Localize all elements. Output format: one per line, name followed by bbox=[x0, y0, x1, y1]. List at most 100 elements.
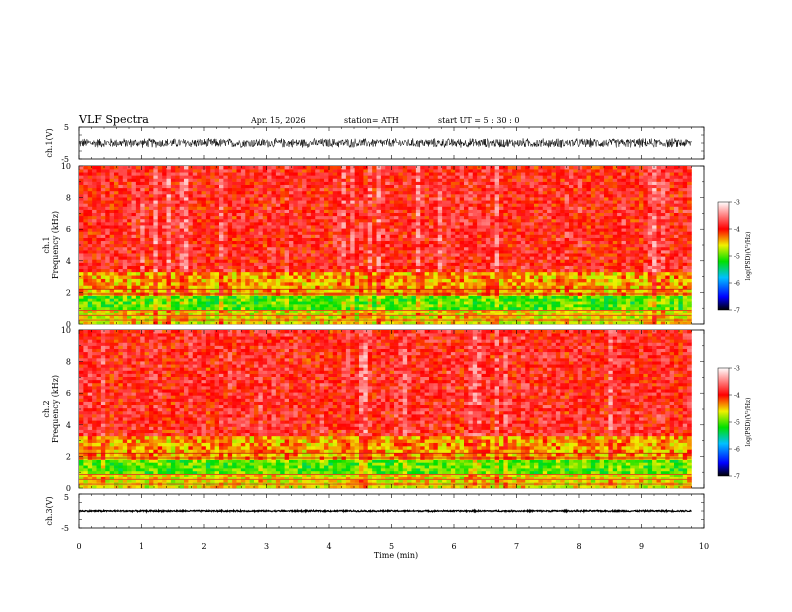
spectrogram-cell bbox=[289, 265, 294, 270]
spectrogram-cell bbox=[604, 231, 609, 235]
spectrogram-cell bbox=[149, 259, 154, 263]
spectrogram-cell bbox=[630, 243, 635, 248]
spectrogram-cell bbox=[188, 222, 194, 226]
spectrogram-cell bbox=[350, 256, 355, 260]
spectrogram-cell bbox=[595, 312, 600, 316]
spectrogram-cell bbox=[604, 237, 609, 242]
spectrogram-cell bbox=[372, 282, 377, 286]
spectrogram-cell bbox=[459, 275, 465, 279]
spectrogram-cell bbox=[254, 243, 259, 248]
spectrogram-cell bbox=[302, 301, 307, 305]
spectrogram-cell bbox=[359, 288, 364, 293]
spectrogram-cell bbox=[459, 250, 465, 254]
spectrogram-cell bbox=[275, 288, 281, 293]
spectrogram-cell bbox=[359, 246, 364, 251]
spectrogram-cell bbox=[245, 271, 250, 276]
spectrogram-cell bbox=[429, 285, 434, 290]
spectrogram-cell bbox=[275, 312, 281, 316]
spectrogram-cell bbox=[114, 271, 119, 276]
spectrogram-cell bbox=[118, 237, 124, 242]
spectrogram-cell bbox=[499, 240, 504, 245]
spectrogram-cell bbox=[660, 256, 666, 260]
spectrogram-cell bbox=[214, 218, 220, 223]
spectrogram-cell bbox=[144, 282, 150, 286]
spectrogram-cell bbox=[442, 250, 447, 254]
spectrogram-cell bbox=[122, 306, 128, 311]
spectrogram-cell bbox=[429, 234, 434, 238]
spectrogram-cell bbox=[135, 298, 141, 302]
spectrogram-cell bbox=[166, 306, 172, 311]
spectrogram-cell bbox=[157, 225, 163, 229]
spectrogram-cell bbox=[350, 262, 355, 266]
spectrogram-cell bbox=[162, 259, 167, 263]
spectrogram-cell bbox=[310, 268, 316, 273]
spectrogram-cell bbox=[643, 222, 649, 226]
spectrogram-cell bbox=[297, 321, 303, 325]
spectrogram-cell bbox=[100, 256, 106, 260]
spectrogram-cell bbox=[345, 256, 351, 260]
spectrogram-cell bbox=[634, 301, 640, 305]
spectrogram-cell bbox=[477, 282, 482, 286]
spectrogram-cell bbox=[402, 265, 408, 270]
spectrogram-cell bbox=[350, 301, 355, 305]
spectrogram-cell bbox=[271, 301, 277, 305]
spectrogram-cell bbox=[687, 306, 692, 311]
spectrogram-cell bbox=[525, 315, 530, 319]
spectrogram-cell bbox=[197, 228, 202, 232]
spectrogram-cell bbox=[385, 265, 390, 270]
spectrogram-cell bbox=[625, 309, 631, 313]
spectrogram-cell bbox=[205, 234, 211, 238]
spectrogram-cell bbox=[647, 222, 653, 226]
spectrogram-cell bbox=[354, 309, 360, 313]
spectrogram-cell bbox=[534, 218, 539, 223]
spectrogram-cell bbox=[280, 253, 285, 257]
spectrogram-cell bbox=[306, 265, 312, 270]
spectrogram-cell bbox=[254, 321, 259, 325]
spectrogram-cell bbox=[520, 295, 526, 299]
spectrogram-cell bbox=[604, 265, 609, 270]
spectrogram-cell bbox=[507, 295, 513, 299]
spectrogram-cell bbox=[267, 271, 272, 276]
spectrogram-cell bbox=[394, 225, 399, 229]
spectrogram-cell bbox=[149, 265, 154, 270]
spectrogram-cell bbox=[682, 265, 688, 270]
spectrogram-cell bbox=[345, 225, 351, 229]
spectrogram-cell bbox=[258, 237, 264, 242]
spectrogram-cell bbox=[170, 215, 176, 220]
spectrogram-cell bbox=[258, 271, 264, 276]
spectrogram-cell bbox=[341, 315, 347, 319]
spectrogram-cell bbox=[385, 262, 390, 266]
spectrogram-cell bbox=[201, 295, 207, 299]
spectrogram-cell bbox=[621, 225, 627, 229]
spectrogram-cell bbox=[674, 237, 679, 242]
spectrogram-cell bbox=[625, 271, 631, 276]
spectrogram-cell bbox=[328, 231, 334, 235]
spectrogram-cell bbox=[100, 285, 106, 290]
spectrogram-cell bbox=[407, 253, 412, 257]
spectrogram-cell bbox=[306, 237, 312, 242]
spectrogram-cell bbox=[477, 240, 482, 245]
spectrogram-cell bbox=[367, 282, 373, 286]
spectrogram-cell bbox=[350, 237, 355, 242]
spectrogram-cell bbox=[280, 312, 285, 316]
spectrogram-cell bbox=[96, 234, 102, 238]
spectrogram-cell bbox=[569, 228, 574, 232]
spectrogram-cell bbox=[674, 312, 679, 316]
spectrogram-cell bbox=[507, 218, 513, 223]
spectrogram-cell bbox=[433, 268, 439, 273]
spectrogram-cell bbox=[201, 240, 207, 245]
spectrogram-cell bbox=[551, 259, 557, 263]
spectrogram-cell bbox=[551, 315, 557, 319]
spectrogram-cell bbox=[660, 228, 666, 232]
spectrogram-cell bbox=[630, 278, 635, 283]
spectrogram-cell bbox=[188, 309, 194, 313]
spectrogram-cell bbox=[236, 304, 242, 308]
spectrogram-cell bbox=[280, 288, 285, 293]
spectrogram-cell bbox=[258, 262, 264, 266]
spectrogram-cell bbox=[131, 285, 137, 290]
spectrogram-cell bbox=[131, 256, 137, 260]
spectrogram-cell bbox=[630, 250, 635, 254]
spectrogram-cell bbox=[324, 231, 329, 235]
spectrogram-cell bbox=[319, 253, 325, 257]
spectrogram-cell bbox=[354, 237, 360, 242]
